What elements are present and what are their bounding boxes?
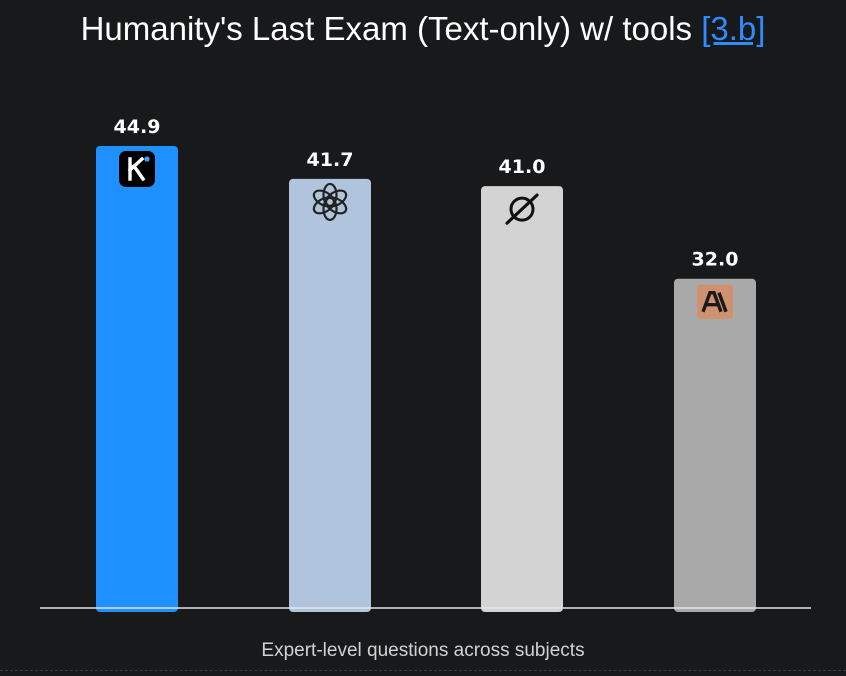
data-label-1: 44.9 <box>114 116 161 138</box>
data-label-2: 41.7 <box>307 149 354 171</box>
x-axis-label: Expert-level questions across subjects <box>261 640 585 661</box>
bar-3 <box>481 186 563 612</box>
chart-title-text: Humanity's Last Exam (Text-only) w/ tool… <box>80 10 693 47</box>
chart-title: Humanity's Last Exam (Text-only) w/ tool… <box>0 10 846 48</box>
data-label-3: 41.0 <box>499 156 546 178</box>
bar-1 <box>96 146 178 612</box>
data-label-4: 32.0 <box>692 249 739 271</box>
bar-2 <box>289 178 371 612</box>
kimi-icon <box>119 151 155 187</box>
openai-icon <box>312 182 348 222</box>
grok-icon <box>505 193 539 225</box>
reference-link[interactable]: [3.b] <box>701 10 766 47</box>
anthropic-icon <box>697 284 733 319</box>
bar-chart: 44.9 41.7 41.0 32.0 <box>40 116 811 612</box>
bar-4 <box>674 278 756 612</box>
bottom-divider <box>0 670 846 671</box>
